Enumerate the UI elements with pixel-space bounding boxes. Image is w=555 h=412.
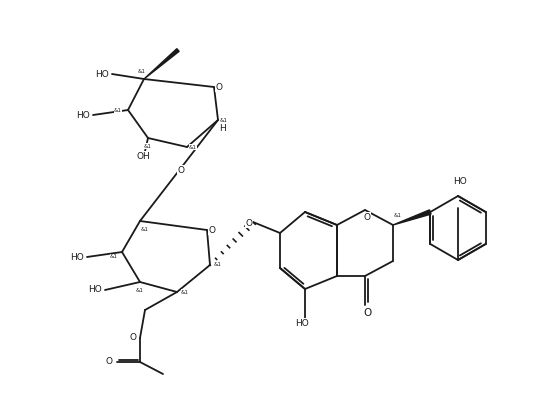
Text: HO: HO xyxy=(95,70,109,79)
Text: &1: &1 xyxy=(189,145,197,150)
Text: &1: &1 xyxy=(136,288,144,293)
Text: O: O xyxy=(245,218,253,227)
Text: OH: OH xyxy=(136,152,150,161)
Text: O: O xyxy=(364,213,371,222)
Polygon shape xyxy=(393,210,431,225)
Text: &1: &1 xyxy=(220,117,228,122)
Text: H: H xyxy=(219,124,225,133)
Text: HO: HO xyxy=(88,286,102,295)
Text: HO: HO xyxy=(70,253,84,262)
Text: O: O xyxy=(215,82,223,91)
Polygon shape xyxy=(144,49,179,79)
Text: O: O xyxy=(129,333,137,342)
Text: &1: &1 xyxy=(214,262,222,267)
Text: &1: &1 xyxy=(110,255,118,260)
Text: O: O xyxy=(209,225,215,234)
Text: &1: &1 xyxy=(141,227,149,232)
Text: &1: &1 xyxy=(394,213,402,218)
Text: &1: &1 xyxy=(138,68,146,73)
Text: &1: &1 xyxy=(144,143,152,148)
Text: HO: HO xyxy=(453,176,467,185)
Text: O: O xyxy=(105,358,112,367)
Text: HO: HO xyxy=(295,318,309,328)
Text: &1: &1 xyxy=(181,290,189,295)
Text: HO: HO xyxy=(76,110,90,119)
Text: &1: &1 xyxy=(114,108,122,112)
Text: O: O xyxy=(178,166,184,175)
Text: O: O xyxy=(363,308,371,318)
